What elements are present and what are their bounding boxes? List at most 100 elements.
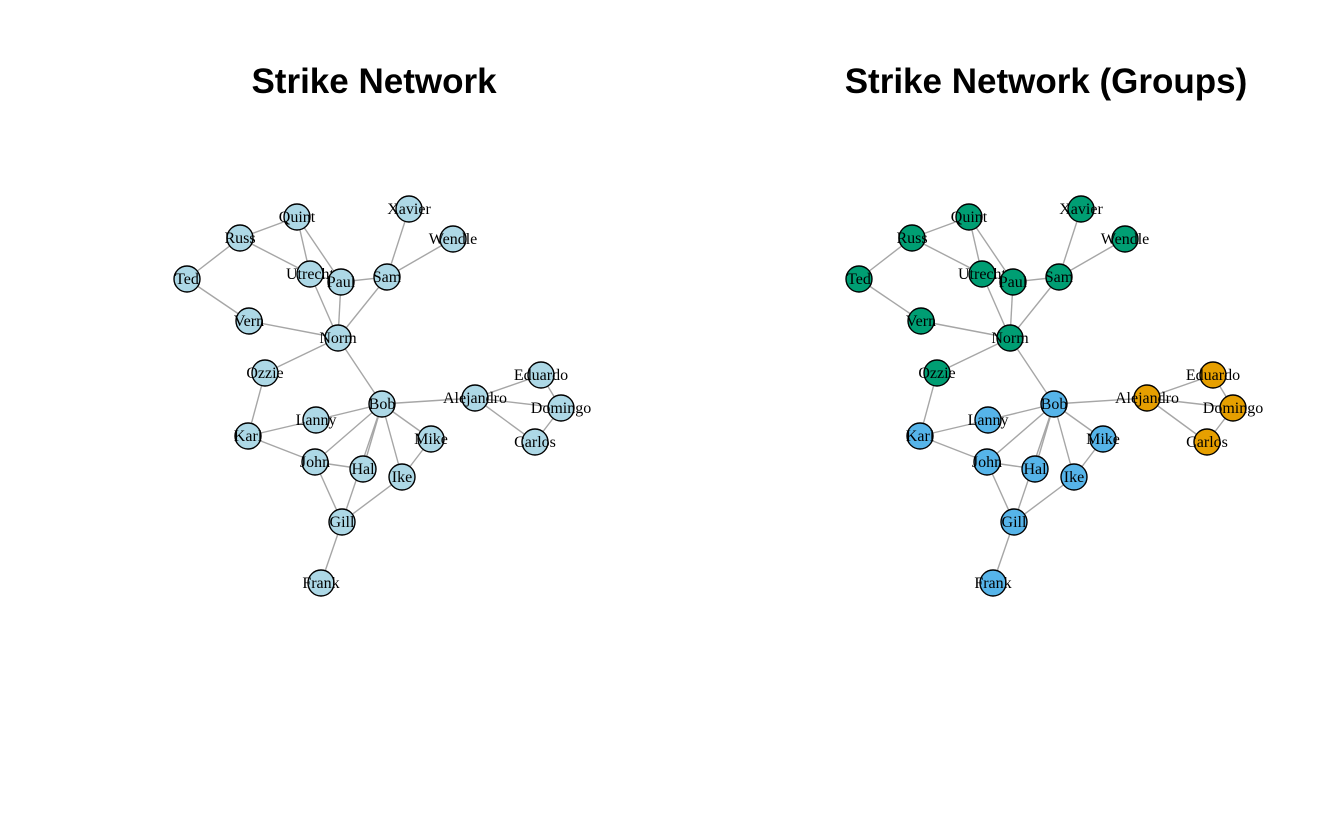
node-circle (906, 422, 934, 450)
node-ted: Ted (173, 265, 201, 293)
node-paul: Paul (999, 268, 1028, 296)
node-label: Domingo (531, 400, 591, 417)
node-circle (327, 268, 355, 296)
node-circle (307, 569, 335, 597)
node-quint: Quint (951, 203, 988, 231)
node-utrecht: Utrecht (958, 260, 1007, 288)
node-domingo: Domingo (531, 394, 591, 422)
edge-vern-norm (248, 320, 339, 339)
node-circle (973, 448, 1001, 476)
node-label: Lanny (296, 412, 337, 429)
node-gill: Gill (1000, 508, 1028, 536)
node-circle (328, 508, 356, 536)
node-circle (302, 406, 330, 434)
node-hal: Hal (349, 455, 377, 483)
node-norm: Norm (319, 324, 357, 352)
node-carlos: Carlos (1186, 428, 1228, 456)
strike-network-groups-panel: Strike Network (Groups) Quint Russ Ted Utre… (845, 62, 1263, 597)
node-mike: Mike (1086, 425, 1120, 453)
node-label: Gill (1002, 514, 1027, 531)
node-xavier: Xavier (1059, 195, 1103, 223)
node-label: Quint (951, 209, 988, 226)
node-carlos: Carlos (514, 428, 556, 456)
node-label: Sam (373, 269, 402, 286)
node-lanny: Lanny (296, 406, 337, 434)
node-label: Bob (1041, 396, 1068, 413)
node-label: Karl (234, 428, 263, 445)
node-circle (1021, 455, 1049, 483)
node-circle (968, 260, 996, 288)
node-circle (1089, 425, 1117, 453)
node-circle (461, 384, 489, 412)
node-label: Russ (224, 230, 255, 247)
node-circle (349, 455, 377, 483)
node-circle (999, 268, 1027, 296)
node-circle (395, 195, 423, 223)
node-label: Wendle (1101, 231, 1149, 248)
node-label: Utrecht (286, 266, 335, 283)
edge-bob-alejandro (1053, 397, 1148, 405)
edge-bob-john (986, 403, 1055, 463)
node-label: Ike (392, 469, 412, 486)
node-eduardo: Eduardo (1186, 361, 1240, 389)
node-label: Lanny (968, 412, 1009, 429)
node-label: Russ (896, 230, 927, 247)
node-label: John (300, 454, 330, 471)
node-circle (373, 263, 401, 291)
node-john: John (972, 448, 1002, 476)
node-circle (173, 265, 201, 293)
node-label: Eduardo (514, 367, 568, 384)
node-circle (527, 361, 555, 389)
node-label: Alejandro (443, 390, 507, 407)
node-label: Utrecht (958, 266, 1007, 283)
node-ozzie: Ozzie (918, 359, 956, 387)
node-ike: Ike (1060, 463, 1088, 491)
node-label: Eduardo (1186, 367, 1240, 384)
node-mike: Mike (414, 425, 448, 453)
node-label: Ozzie (246, 365, 283, 382)
node-label: Paul (327, 274, 356, 291)
panel-title-strike-network: Strike Network (251, 62, 497, 101)
node-label: Ozzie (918, 365, 955, 382)
node-label: Domingo (1203, 400, 1263, 417)
node-label: Wendle (429, 231, 477, 248)
node-lanny: Lanny (968, 406, 1009, 434)
node-circle (324, 324, 352, 352)
node-alejandro: Alejandro (443, 384, 507, 412)
node-label: Carlos (514, 434, 556, 451)
node-circle (296, 260, 324, 288)
node-bob: Bob (368, 390, 396, 418)
node-circle (1193, 428, 1221, 456)
node-circle (907, 307, 935, 335)
panel-title-strike-network-groups: Strike Network (Groups) (845, 62, 1248, 101)
node-circle (417, 425, 445, 453)
node-sam: Sam (1045, 263, 1074, 291)
node-bob: Bob (1040, 390, 1068, 418)
node-domingo: Domingo (1203, 394, 1263, 422)
node-label: Ted (847, 271, 871, 288)
node-quint: Quint (279, 203, 316, 231)
node-xavier: Xavier (387, 195, 431, 223)
node-circle (388, 463, 416, 491)
edge-bob-alejandro (381, 397, 476, 405)
node-circle (251, 359, 279, 387)
node-circle (226, 224, 254, 252)
node-frank: Frank (302, 569, 340, 597)
node-circle (979, 569, 1007, 597)
node-vern: Vern (906, 307, 936, 335)
node-ike: Ike (388, 463, 416, 491)
node-label: Xavier (387, 201, 431, 218)
node-utrecht: Utrecht (286, 260, 335, 288)
node-ted: Ted (845, 265, 873, 293)
node-hal: Hal (1021, 455, 1049, 483)
node-label: Carlos (1186, 434, 1228, 451)
node-circle (1133, 384, 1161, 412)
node-circle (996, 324, 1024, 352)
node-circle (845, 265, 873, 293)
node-label: Frank (302, 575, 339, 592)
node-circle (301, 448, 329, 476)
node-circle (235, 307, 263, 335)
node-karl: Karl (906, 422, 935, 450)
